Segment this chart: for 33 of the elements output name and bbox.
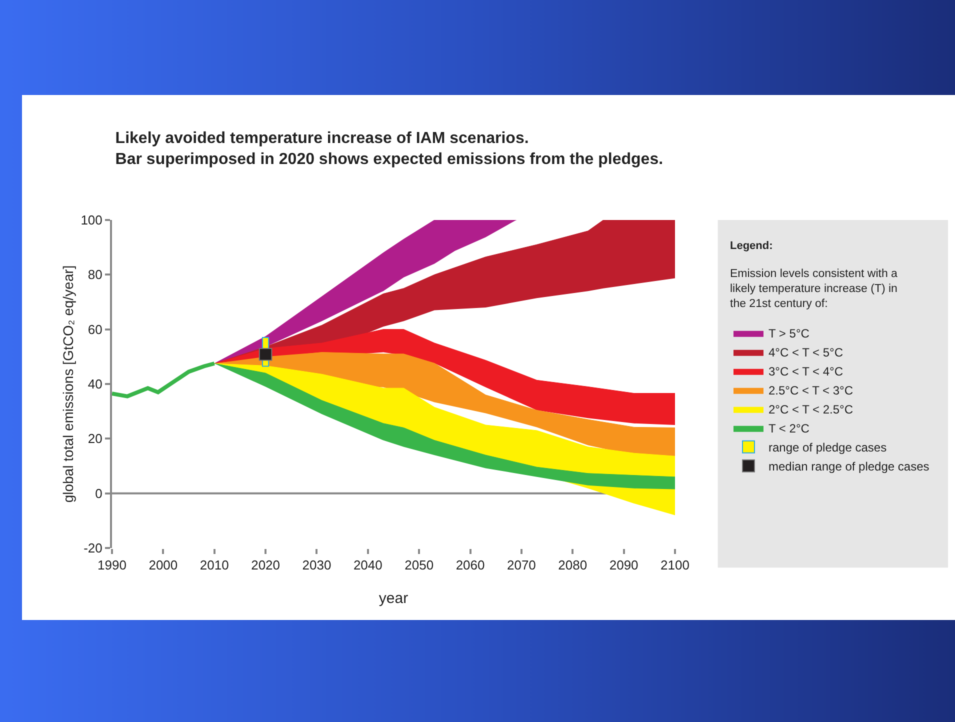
legend-label: range of pledge cases [768,440,887,455]
text: Emission levels consistent with a likely temperature increase (T) in the 21st century of: [730,268,898,310]
x-tick-label: 2030 [302,558,332,573]
y-tick-label: 0 [95,486,102,501]
y-tick-label: 40 [88,376,102,392]
x-tick-label: 2070 [506,558,536,573]
y-tick-label: 100 [80,212,102,228]
legend-label: T < 2°C [768,422,810,436]
x-tick-label: 2090 [609,558,638,573]
y-axis-title: global total emissions [GtCO₂ eq/year] [60,265,76,503]
legend-label: 3°C < T < 4°C [768,364,844,379]
x-tick-label: 2000 [148,558,178,573]
chart-subtitle: Bar superimposed in 2020 shows expected emissions from the pledges. [115,150,664,168]
legend-label: 4°C < T < 5°C [768,346,844,360]
legend-label: 2°C < T < 2.5°C [768,402,854,417]
y-tick-label: -20 [84,540,102,556]
x-tick-label: 2080 [558,558,588,573]
legend-title: Legend: [730,240,773,252]
x-tick-label: 2010 [200,558,229,573]
x-tick-label: 2020 [251,558,280,573]
y-tick-label: 60 [88,322,102,337]
chart-title: Likely avoided temperature increase of IAM scenarios. [115,130,529,147]
legend-label: 2.5°C < T < 3°C [768,384,854,398]
y-tick-label: 20 [88,431,102,446]
legend-label: T > 5°C [768,326,810,341]
legend-label: median range of pledge cases [768,460,930,474]
x-tick-label: 2050 [404,558,434,573]
y-tick-label: 80 [88,267,102,282]
x-tick-label: 2060 [456,558,485,573]
x-tick-label: 2100 [660,558,690,573]
x-tick-label: 2040 [353,558,382,573]
x-axis-title: year [378,590,408,607]
x-tick-label: 1990 [98,558,126,573]
